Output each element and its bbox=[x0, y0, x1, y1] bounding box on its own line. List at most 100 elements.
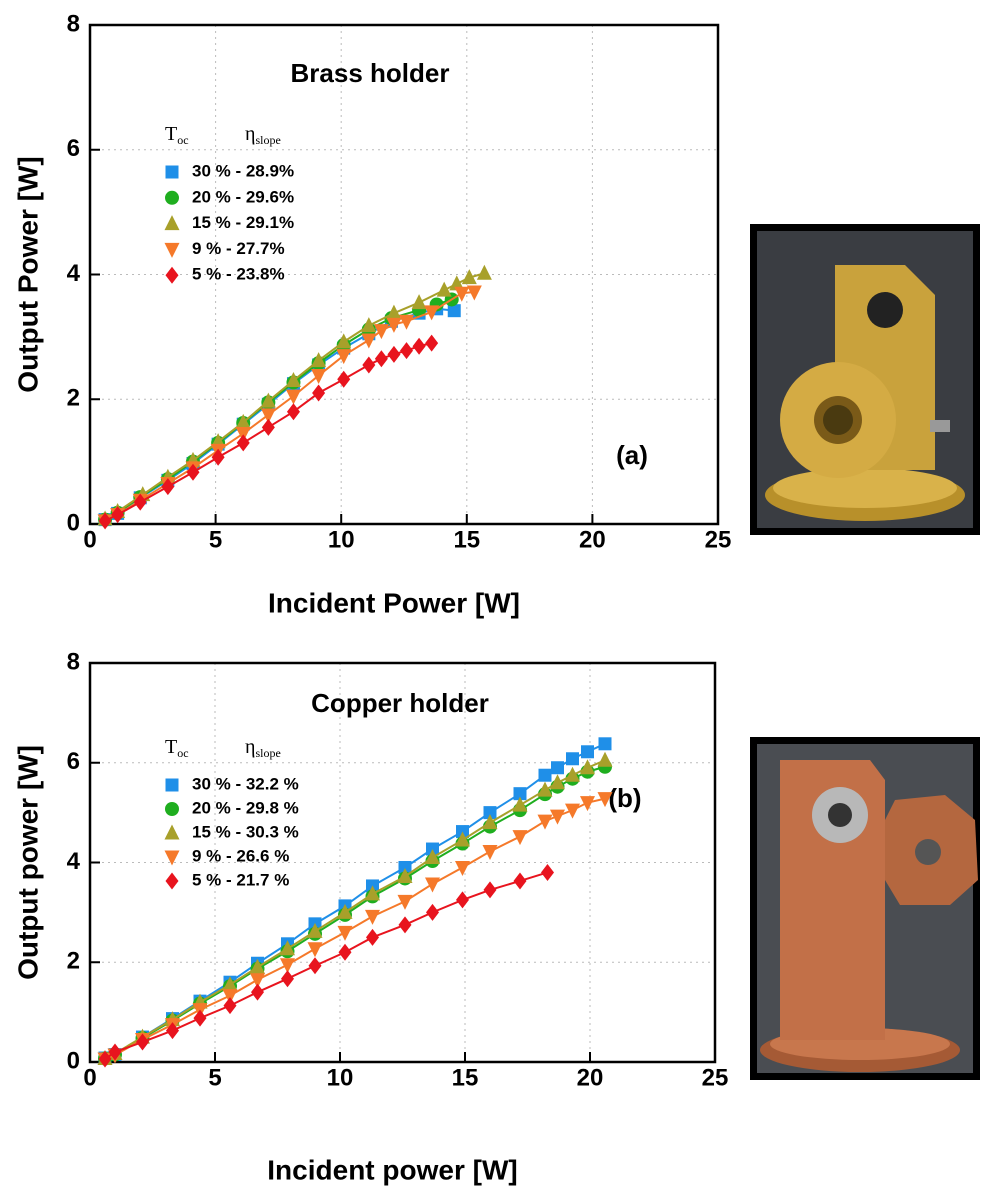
point bbox=[482, 814, 498, 830]
point bbox=[538, 768, 552, 782]
point bbox=[461, 269, 477, 285]
point bbox=[166, 1022, 179, 1040]
legend-marker bbox=[164, 824, 180, 840]
fit-line bbox=[104, 742, 606, 1059]
legend-header-eta: η bbox=[245, 123, 255, 145]
photo-brass-holder bbox=[750, 224, 980, 535]
point bbox=[483, 881, 497, 899]
chart: 0 5 10 15 20 25 0 2 4 6 8 Incident Power [W] Output … bbox=[12, 10, 731, 618]
point bbox=[476, 264, 492, 280]
point bbox=[550, 809, 565, 825]
point bbox=[366, 928, 379, 946]
point bbox=[338, 943, 352, 961]
point bbox=[308, 957, 322, 975]
point bbox=[336, 333, 352, 349]
x-tick-label: 25 bbox=[705, 526, 732, 553]
fit-line bbox=[104, 759, 606, 1060]
point bbox=[260, 392, 276, 408]
point bbox=[223, 997, 237, 1015]
point bbox=[365, 885, 380, 901]
point bbox=[565, 803, 580, 819]
legend-marker bbox=[165, 266, 179, 284]
point bbox=[513, 787, 527, 801]
point bbox=[424, 305, 440, 321]
point bbox=[597, 792, 613, 808]
point bbox=[285, 389, 301, 405]
point bbox=[387, 345, 401, 363]
point bbox=[111, 506, 125, 524]
legend-label: 9 % - 26.6 % bbox=[192, 846, 289, 865]
x-tick-label: 10 bbox=[327, 1064, 354, 1091]
y-tick-label: 4 bbox=[67, 260, 81, 287]
y-tick-label: 2 bbox=[67, 385, 80, 412]
legend-marker bbox=[164, 215, 180, 231]
point bbox=[98, 1050, 112, 1068]
plot-frame bbox=[88, 661, 717, 1064]
legend-header-eta-sub: slope bbox=[255, 746, 280, 760]
point bbox=[286, 403, 300, 421]
x-axis-label: Incident power [W] bbox=[267, 1154, 517, 1185]
point bbox=[98, 512, 112, 530]
point bbox=[513, 872, 527, 890]
point bbox=[466, 285, 482, 301]
chart-title: Brass holder bbox=[291, 58, 450, 88]
point bbox=[133, 493, 147, 511]
point bbox=[454, 286, 470, 302]
point bbox=[311, 352, 327, 368]
point bbox=[161, 478, 175, 496]
point bbox=[222, 989, 238, 1005]
point bbox=[455, 860, 470, 876]
point bbox=[566, 752, 579, 766]
point bbox=[136, 1033, 149, 1051]
point bbox=[337, 925, 353, 941]
point bbox=[312, 384, 326, 402]
legend-label: 30 % - 28.9% bbox=[192, 161, 294, 180]
legend-label: 15 % - 30.3 % bbox=[192, 822, 299, 841]
fit-line bbox=[104, 307, 455, 521]
legend-label: 30 % - 32.2 % bbox=[192, 774, 299, 793]
legend-label: 20 % - 29.6% bbox=[192, 187, 294, 206]
point bbox=[374, 350, 388, 368]
point bbox=[512, 830, 528, 846]
point bbox=[397, 894, 413, 910]
y-tick-label: 0 bbox=[67, 1047, 80, 1074]
point bbox=[337, 370, 351, 388]
x-tick-label: 20 bbox=[577, 1064, 604, 1091]
point bbox=[373, 324, 389, 340]
legend-label: 5 % - 23.8% bbox=[192, 265, 285, 284]
point bbox=[537, 814, 553, 830]
point bbox=[307, 922, 323, 938]
point bbox=[336, 349, 352, 365]
y-tick-label: 4 bbox=[67, 848, 81, 875]
point bbox=[261, 418, 275, 436]
chart-title: Copper holder bbox=[311, 688, 489, 718]
point bbox=[436, 281, 452, 297]
point bbox=[449, 275, 465, 291]
x-tick-label: 25 bbox=[702, 1064, 729, 1091]
legend-marker bbox=[165, 778, 179, 792]
point bbox=[361, 333, 377, 349]
point bbox=[398, 916, 412, 934]
fit-line bbox=[104, 290, 475, 522]
legend-header-t: T bbox=[165, 736, 177, 758]
point bbox=[250, 958, 265, 974]
point bbox=[280, 958, 295, 974]
point bbox=[398, 860, 412, 874]
legend-marker bbox=[165, 872, 179, 890]
plot-frame bbox=[88, 23, 720, 526]
point bbox=[193, 1009, 207, 1027]
legend-label: 15 % - 29.1% bbox=[192, 213, 294, 232]
point bbox=[482, 845, 498, 861]
legend-header-t-sub: oc bbox=[177, 133, 188, 147]
point bbox=[456, 891, 469, 909]
point bbox=[425, 334, 439, 352]
legend-label: 9 % - 27.7% bbox=[192, 239, 285, 258]
point bbox=[386, 304, 402, 320]
x-tick-label: 10 bbox=[328, 526, 355, 553]
x-tick-label: 20 bbox=[579, 526, 606, 553]
legend-label: 20 % - 29.8 % bbox=[192, 798, 299, 817]
point bbox=[285, 372, 301, 388]
legend-header: Toc ηslope bbox=[165, 736, 281, 760]
point bbox=[311, 369, 327, 385]
